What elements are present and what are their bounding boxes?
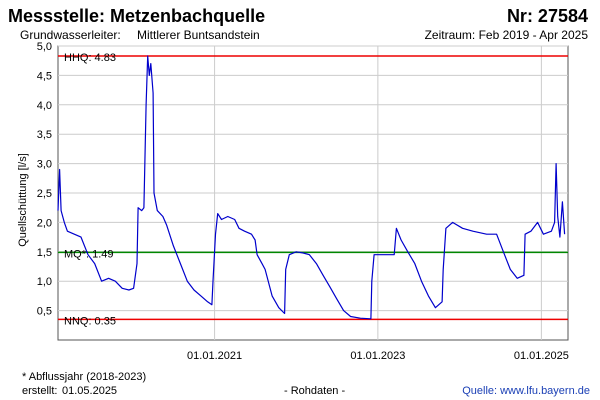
series-line [57,55,566,320]
y-tick-label: 5,0 [37,41,52,53]
y-tick-label: 4,5 [37,70,52,82]
station-number: Nr: 27584 [506,6,588,26]
y-tick-label: 3,0 [37,159,52,171]
x-tick-label: 01.01.2021 [187,350,242,362]
ticks: 0,5 1,0 1,5 2,0 2,5 3,0 3,5 4,0 4,5 5,0 01.01.2021… [37,41,569,362]
y-axis-label: Quellschüttung [l/s] [17,153,29,247]
raw-data-note: - Rohdaten - [284,385,346,397]
reference-line-label: NNQ: 0.35 [64,315,116,327]
footnote: * Abflussjahr (2018-2023) [22,371,147,383]
reference-line-label: HHQ: 4.83 [64,52,116,64]
period-label: Zeitraum: Feb 2019 - Apr 2025 [424,28,588,42]
x-tick-label: 01.01.2025 [514,350,569,362]
aquifer-label: Grundwasserleiter: [20,28,121,42]
reference-lines: HHQ: 4.83 MQ*: 1.49 NNQ: 0.35 [58,52,568,327]
source-link[interactable]: Quelle: www.lfu.bayern.de [462,385,590,397]
y-tick-label: 2,5 [37,188,52,200]
y-tick-label: 3,5 [37,129,52,141]
aquifer-value: Mittlerer Buntsandstein [137,28,260,42]
created-label: erstellt: [22,385,58,397]
y-tick-label: 0,5 [37,306,52,318]
series [57,55,566,320]
page-title: Messstelle: Metzenbachquelle [8,6,266,26]
y-tick-label: 1,5 [37,247,52,259]
grid [58,45,568,340]
x-tick-label: 01.01.2023 [350,350,405,362]
reference-line-label: MQ*: 1.49 [64,248,114,260]
y-tick-label: 1,0 [37,276,52,288]
y-tick-label: 2,0 [37,217,52,229]
y-tick-label: 4,0 [37,100,52,112]
created-date: 01.05.2025 [62,385,118,397]
